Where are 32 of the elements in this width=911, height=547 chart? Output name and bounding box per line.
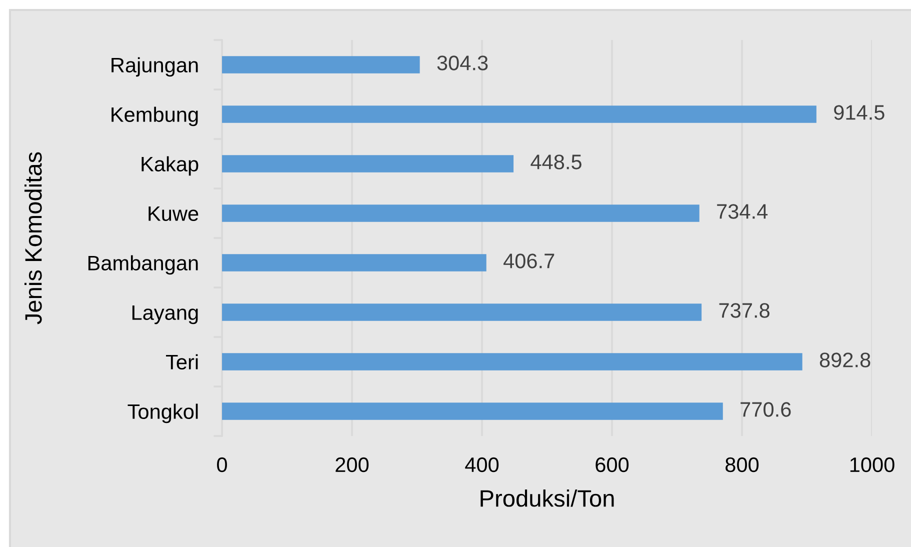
data-label: 737.8 — [719, 303, 770, 318]
y-tick-label: Teri — [166, 354, 198, 370]
y-axis-title: Jenis Komoditas — [24, 152, 42, 324]
bar — [222, 254, 486, 272]
data-label: 770.6 — [740, 402, 791, 417]
y-tick-label: Kuwe — [148, 206, 198, 222]
bar — [222, 155, 514, 172]
x-tick-label: 600 — [596, 457, 629, 472]
x-tick-label: 1000 — [850, 457, 894, 472]
data-label: 892.8 — [820, 352, 870, 368]
y-tick-label: Kembung — [112, 106, 198, 126]
y-tick-label: Kakap — [142, 156, 198, 176]
x-tick-label: 0 — [217, 457, 227, 472]
bar — [222, 106, 816, 123]
x-axis-title: Produksi/Ton — [480, 489, 614, 507]
data-label: 304.3 — [437, 56, 488, 70]
y-tick-label: Tongkol — [128, 404, 198, 424]
bar — [222, 353, 802, 370]
x-tick-label: 200 — [336, 457, 369, 472]
bar — [222, 402, 723, 420]
y-tick-label: Rajungan — [112, 57, 198, 77]
x-tick-label: 800 — [726, 457, 759, 472]
data-label: 914.5 — [834, 105, 884, 120]
data-label: 406.7 — [504, 254, 554, 268]
bar — [222, 204, 700, 222]
bar — [222, 56, 420, 74]
y-tick-label: Bambangan — [88, 255, 198, 275]
data-label: 448.5 — [530, 154, 582, 170]
x-tick-label: 400 — [465, 457, 499, 472]
data-label: 734.4 — [717, 204, 768, 219]
bar — [222, 304, 702, 321]
y-tick-label: Layang — [132, 305, 198, 324]
